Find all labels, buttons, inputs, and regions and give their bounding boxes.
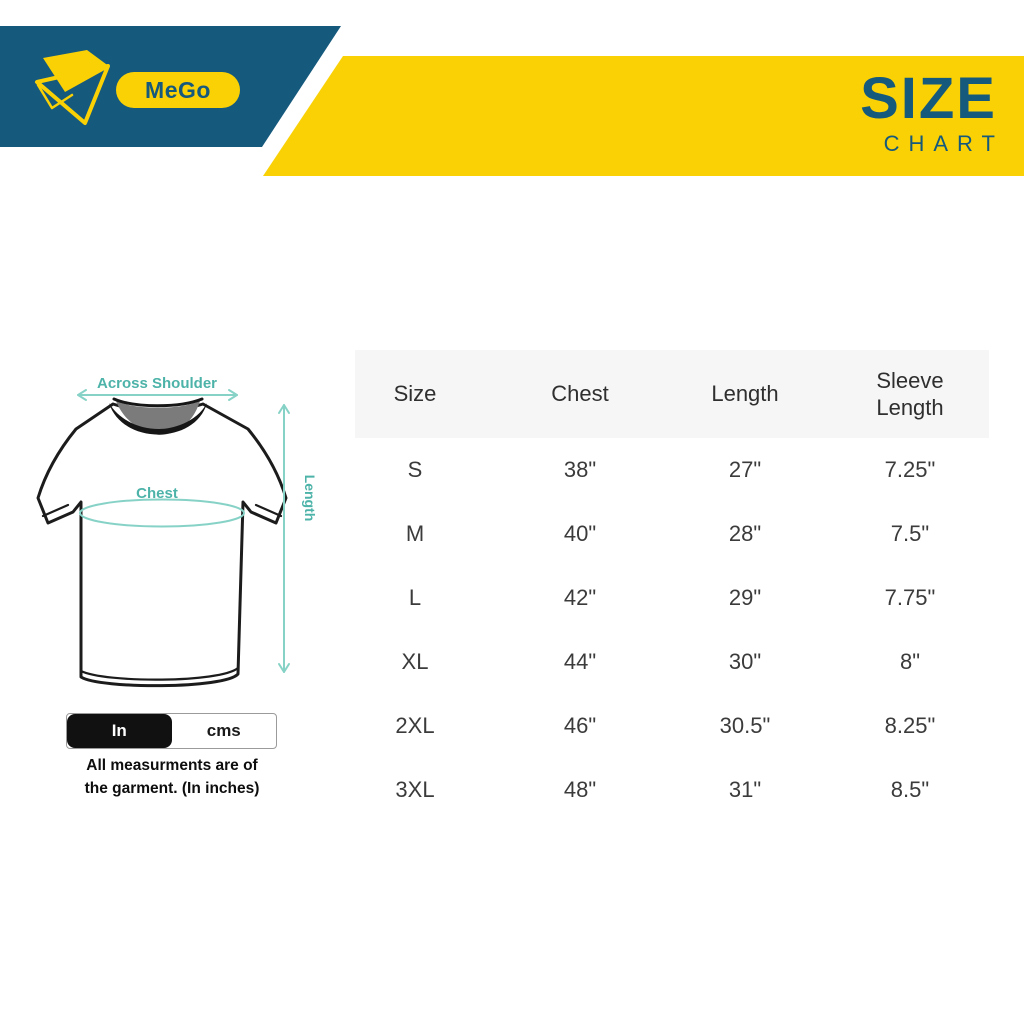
- size-cell: XL: [401, 649, 429, 675]
- column-header-size: Size: [393, 381, 437, 407]
- note-line-2: the garment. (In inches): [84, 780, 260, 797]
- title-chart: CHART: [883, 131, 1004, 156]
- column-header-length: Length: [711, 381, 779, 407]
- unit-toggle[interactable]: In cms: [66, 713, 277, 749]
- column-header-chest: Chest: [551, 381, 609, 407]
- table-row: 3XL 48" 31" 8.5": [355, 758, 989, 822]
- value-cell: 42": [563, 585, 597, 611]
- value-cell: 29": [728, 585, 762, 611]
- value-cell: 46": [563, 713, 597, 739]
- page-title: SIZE CHART: [860, 70, 995, 157]
- value-cell: 44": [563, 649, 597, 675]
- value-cell: 40": [563, 521, 597, 547]
- table-row: XL 44" 30" 8": [355, 630, 989, 694]
- mego-logo-badge: MeGo: [116, 72, 240, 108]
- mego-logo-text: MeGo: [145, 76, 211, 103]
- table-header-row: Size Chest Length Sleeve Length: [355, 350, 989, 438]
- size-chart-table: Size Chest Length Sleeve Length S 38" 27" 7.25"…: [355, 350, 989, 822]
- value-cell: 8": [899, 649, 921, 675]
- column-header-sleeve-length: Sleeve Length: [876, 367, 944, 421]
- value-cell: 7.25": [884, 457, 936, 483]
- value-cell: 7.5": [890, 521, 930, 547]
- table-row: 2XL 46" 30.5" 8.25": [355, 694, 989, 758]
- collar-band: [109, 403, 207, 435]
- unit-option-cms[interactable]: cms: [206, 721, 241, 740]
- across-shoulder-label: Across Shoulder: [97, 375, 217, 392]
- note-line-1: All measurments are of: [86, 757, 258, 774]
- value-cell: 8.5": [890, 777, 930, 803]
- tshirt-outline: [36, 402, 288, 688]
- mego-envelope-icon: [35, 50, 110, 125]
- value-cell: 30": [728, 649, 762, 675]
- value-cell: 28": [728, 521, 762, 547]
- size-cell: S: [407, 457, 423, 483]
- table-body: S 38" 27" 7.25" M 40" 28" 7.5" L 42" 29" 7.75" XL 44"…: [355, 438, 989, 822]
- header-yellow-banner: [263, 56, 1024, 176]
- value-cell: 38": [563, 457, 597, 483]
- value-cell: 48": [563, 777, 597, 803]
- size-cell: L: [408, 585, 422, 611]
- size-cell: 2XL: [395, 713, 435, 739]
- title-size: SIZE: [860, 66, 997, 131]
- value-cell: 8.25": [884, 713, 936, 739]
- unit-option-in[interactable]: In: [67, 714, 172, 748]
- chest-label: Chest: [136, 485, 178, 502]
- size-cell: M: [405, 521, 425, 547]
- length-label: Length: [302, 475, 318, 522]
- size-cell: 3XL: [395, 777, 435, 803]
- table-row: L 42" 29" 7.75": [355, 566, 989, 630]
- value-cell: 31": [728, 777, 762, 803]
- table-row: S 38" 27" 7.25": [355, 438, 989, 502]
- value-cell: 7.75": [884, 585, 936, 611]
- value-cell: 30.5": [719, 713, 771, 739]
- table-row: M 40" 28" 7.5": [355, 502, 989, 566]
- value-cell: 27": [728, 457, 762, 483]
- measurement-note: All measurments are of the garment. (In …: [52, 754, 292, 800]
- tshirt-diagram: Across Shoulder Chest Length: [36, 375, 318, 688]
